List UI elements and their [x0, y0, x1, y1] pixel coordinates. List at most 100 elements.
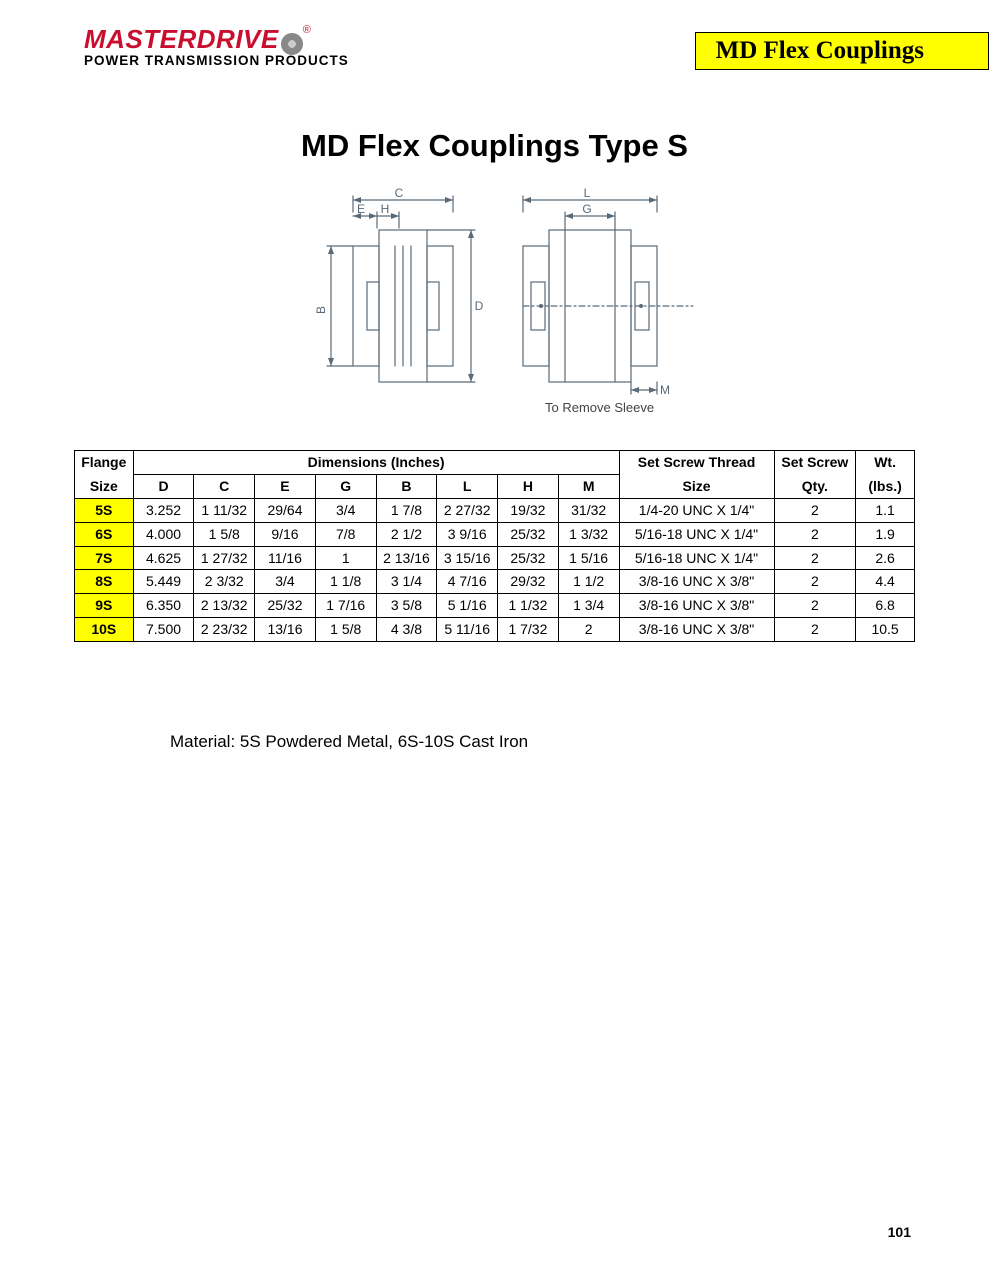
- cell-qty: 2: [774, 618, 856, 642]
- cell-C: 2 13/32: [194, 594, 255, 618]
- cell-E: 25/32: [255, 594, 316, 618]
- hdr-dimensions-group: Dimensions (Inches): [133, 451, 619, 475]
- svg-text:D: D: [474, 299, 483, 313]
- cell-H: 25/32: [498, 546, 559, 570]
- cell-B: 2 13/16: [376, 546, 437, 570]
- hdr-thread-l1: Set Screw Thread: [619, 451, 774, 475]
- cell-E: 29/64: [255, 498, 316, 522]
- cell-wt: 4.4: [856, 570, 915, 594]
- cell-qty: 2: [774, 522, 856, 546]
- logo-registered: ®: [303, 24, 311, 36]
- cell-thread: 1/4-20 UNC X 1/4": [619, 498, 774, 522]
- cell-B: 2 1/2: [376, 522, 437, 546]
- cell-B: 4 3/8: [376, 618, 437, 642]
- cell-B: 1 7/8: [376, 498, 437, 522]
- cell-E: 11/16: [255, 546, 316, 570]
- table-row: 9S6.3502 13/3225/321 7/163 5/85 1/161 1/…: [75, 594, 915, 618]
- cell-D: 5.449: [133, 570, 194, 594]
- table-row: 7S4.6251 27/3211/1612 13/163 15/1625/321…: [75, 546, 915, 570]
- svg-text:B: B: [314, 306, 328, 314]
- cell-G: 3/4: [315, 498, 376, 522]
- hdr-dim-L: L: [437, 474, 498, 498]
- cell-C: 1 5/8: [194, 522, 255, 546]
- cell-M: 2: [558, 618, 619, 642]
- cell-C: 2 23/32: [194, 618, 255, 642]
- cell-D: 6.350: [133, 594, 194, 618]
- cell-E: 3/4: [255, 570, 316, 594]
- table-row: 5S3.2521 11/3229/643/41 7/82 27/3219/323…: [75, 498, 915, 522]
- cell-L: 5 1/16: [437, 594, 498, 618]
- section-banner: MD Flex Couplings: [695, 32, 989, 70]
- cell-H: 1 1/32: [498, 594, 559, 618]
- cell-G: 1 1/8: [315, 570, 376, 594]
- cell-wt: 1.1: [856, 498, 915, 522]
- cell-G: 1: [315, 546, 376, 570]
- hdr-dim-E: E: [255, 474, 316, 498]
- cell-H: 29/32: [498, 570, 559, 594]
- cell-flange: 6S: [75, 522, 134, 546]
- cell-qty: 2: [774, 498, 856, 522]
- cell-M: 1 3/32: [558, 522, 619, 546]
- cell-L: 2 27/32: [437, 498, 498, 522]
- cell-M: 1 3/4: [558, 594, 619, 618]
- table-row: 6S4.0001 5/89/167/82 1/23 9/1625/321 3/3…: [75, 522, 915, 546]
- cell-thread: 3/8-16 UNC X 3/8": [619, 618, 774, 642]
- cell-G: 1 5/8: [315, 618, 376, 642]
- page-header: MASTERDRIVE® POWER TRANSMISSION PRODUCTS…: [0, 0, 989, 70]
- table-row: 10S7.5002 23/3213/161 5/84 3/85 11/161 7…: [75, 618, 915, 642]
- cell-flange: 7S: [75, 546, 134, 570]
- cell-flange: 5S: [75, 498, 134, 522]
- cell-B: 3 1/4: [376, 570, 437, 594]
- cell-flange: 9S: [75, 594, 134, 618]
- svg-text:E: E: [356, 202, 364, 216]
- spec-table-container: Flange Dimensions (Inches) Set Screw Thr…: [74, 450, 915, 642]
- cell-C: 1 11/32: [194, 498, 255, 522]
- hdr-dim-D: D: [133, 474, 194, 498]
- cell-D: 7.500: [133, 618, 194, 642]
- cell-H: 25/32: [498, 522, 559, 546]
- cell-H: 1 7/32: [498, 618, 559, 642]
- table-row: 8S5.4492 3/323/41 1/83 1/44 7/1629/321 1…: [75, 570, 915, 594]
- banner-text: MD Flex Couplings: [716, 37, 924, 64]
- cell-wt: 10.5: [856, 618, 915, 642]
- cell-qty: 2: [774, 570, 856, 594]
- hdr-dim-M: M: [558, 474, 619, 498]
- cell-flange: 10S: [75, 618, 134, 642]
- cell-M: 1 1/2: [558, 570, 619, 594]
- logo-block: MASTERDRIVE® POWER TRANSMISSION PRODUCTS: [0, 24, 349, 68]
- hdr-dim-B: B: [376, 474, 437, 498]
- cell-qty: 2: [774, 594, 856, 618]
- hdr-dim-C: C: [194, 474, 255, 498]
- svg-text:M: M: [660, 383, 670, 397]
- cell-thread: 3/8-16 UNC X 3/8": [619, 570, 774, 594]
- hdr-dim-H: H: [498, 474, 559, 498]
- hdr-flange-l2: Size: [75, 474, 134, 498]
- hdr-qty-l2: Qty.: [774, 474, 856, 498]
- cell-M: 31/32: [558, 498, 619, 522]
- cell-wt: 6.8: [856, 594, 915, 618]
- gear-icon: [281, 33, 303, 55]
- cell-C: 1 27/32: [194, 546, 255, 570]
- cell-thread: 3/8-16 UNC X 3/8": [619, 594, 774, 618]
- cell-E: 9/16: [255, 522, 316, 546]
- cell-wt: 2.6: [856, 546, 915, 570]
- logo-tagline: POWER TRANSMISSION PRODUCTS: [84, 53, 349, 68]
- page-number: 101: [888, 1224, 911, 1240]
- cell-L: 3 9/16: [437, 522, 498, 546]
- cell-D: 4.000: [133, 522, 194, 546]
- cell-flange: 8S: [75, 570, 134, 594]
- cell-wt: 1.9: [856, 522, 915, 546]
- svg-text:C: C: [394, 186, 403, 200]
- svg-text:To Remove Sleeve: To Remove Sleeve: [545, 400, 654, 415]
- cell-B: 3 5/8: [376, 594, 437, 618]
- svg-text:G: G: [582, 202, 591, 216]
- cell-C: 2 3/32: [194, 570, 255, 594]
- hdr-dim-G: G: [315, 474, 376, 498]
- hdr-wt-l2: (lbs.): [856, 474, 915, 498]
- cell-G: 1 7/16: [315, 594, 376, 618]
- cell-E: 13/16: [255, 618, 316, 642]
- cell-qty: 2: [774, 546, 856, 570]
- material-note: Material: 5S Powdered Metal, 6S-10S Cast…: [170, 732, 989, 752]
- cell-L: 5 11/16: [437, 618, 498, 642]
- logo-line: MASTERDRIVE®: [84, 24, 349, 55]
